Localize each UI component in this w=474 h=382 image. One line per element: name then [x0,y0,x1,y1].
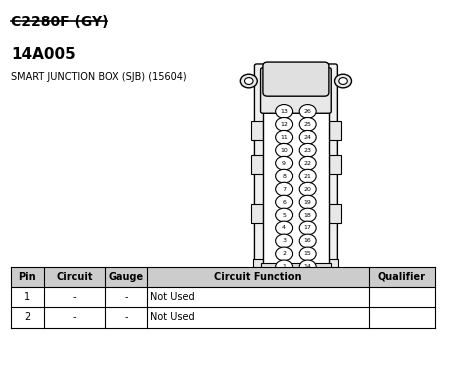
Text: 19: 19 [304,199,311,204]
Text: Pin: Pin [18,272,36,282]
Bar [329,155,341,174]
Bar [261,263,331,278]
Text: 24: 24 [304,135,312,140]
Circle shape [276,169,292,183]
Text: 6: 6 [282,199,286,204]
Text: 1: 1 [24,292,30,302]
Text: 14A005: 14A005 [11,47,75,62]
Text: 5: 5 [282,212,286,217]
FancyBboxPatch shape [255,64,337,280]
Circle shape [335,74,352,88]
Bar [251,155,263,174]
Text: -: - [73,292,76,302]
Circle shape [299,221,316,235]
Circle shape [339,78,347,84]
Text: -: - [73,312,76,322]
Text: 13: 13 [280,109,288,114]
Circle shape [299,208,316,222]
Text: 4: 4 [282,225,286,230]
Circle shape [299,169,316,183]
Text: 3: 3 [282,238,286,243]
Bar [254,259,263,274]
Text: 23: 23 [304,148,312,153]
Circle shape [276,143,292,157]
Text: 1: 1 [282,264,286,269]
Text: 11: 11 [280,135,288,140]
Text: 22: 22 [304,161,312,166]
Text: 17: 17 [304,225,311,230]
Text: 2: 2 [282,251,286,256]
Circle shape [276,105,292,118]
Bar [251,121,263,140]
Circle shape [299,130,316,144]
Circle shape [276,260,292,274]
Text: 18: 18 [304,212,311,217]
Circle shape [299,260,316,274]
Circle shape [299,118,316,131]
Circle shape [299,156,316,170]
Circle shape [276,156,292,170]
Text: 21: 21 [304,174,311,179]
FancyBboxPatch shape [261,68,331,113]
Text: 25: 25 [304,122,311,127]
Text: 7: 7 [282,186,286,192]
Bar [286,274,296,286]
Text: 9: 9 [282,161,286,166]
Text: 10: 10 [280,148,288,153]
Text: Qualifier: Qualifier [378,272,426,282]
Text: -: - [125,292,128,302]
Text: Not Used: Not Used [150,292,194,302]
Text: 26: 26 [304,109,311,114]
Text: 14: 14 [304,264,311,269]
Circle shape [299,143,316,157]
Circle shape [276,195,292,209]
Circle shape [299,195,316,209]
Circle shape [276,247,292,261]
Text: 15: 15 [304,251,311,256]
Circle shape [276,130,292,144]
Text: C2280F (GY): C2280F (GY) [11,15,109,29]
Circle shape [276,221,292,235]
Circle shape [299,234,316,248]
FancyBboxPatch shape [263,62,329,96]
Circle shape [245,78,253,84]
Text: Circuit Function: Circuit Function [214,272,302,282]
Bar [329,259,338,274]
Bar [329,121,341,140]
Circle shape [276,118,292,131]
Text: Not Used: Not Used [150,312,194,322]
Text: 8: 8 [282,174,286,179]
Bar [263,108,329,270]
Text: SMART JUNCTION BOX (SJB) (15604): SMART JUNCTION BOX (SJB) (15604) [11,71,186,81]
Circle shape [240,74,257,88]
Text: -: - [125,312,128,322]
Text: 12: 12 [280,122,288,127]
Circle shape [299,182,316,196]
Text: Gauge: Gauge [109,272,144,282]
Bar [265,274,275,286]
Circle shape [276,182,292,196]
Bar [296,274,305,286]
Circle shape [276,208,292,222]
Text: Circuit: Circuit [56,272,93,282]
Text: 16: 16 [304,238,311,243]
Bar [317,274,327,286]
Bar [11,267,435,287]
Bar [329,204,341,223]
Circle shape [299,105,316,118]
Bar [251,204,263,223]
Text: 20: 20 [304,186,311,192]
Text: 2: 2 [24,312,30,322]
Circle shape [276,234,292,248]
Circle shape [299,247,316,261]
